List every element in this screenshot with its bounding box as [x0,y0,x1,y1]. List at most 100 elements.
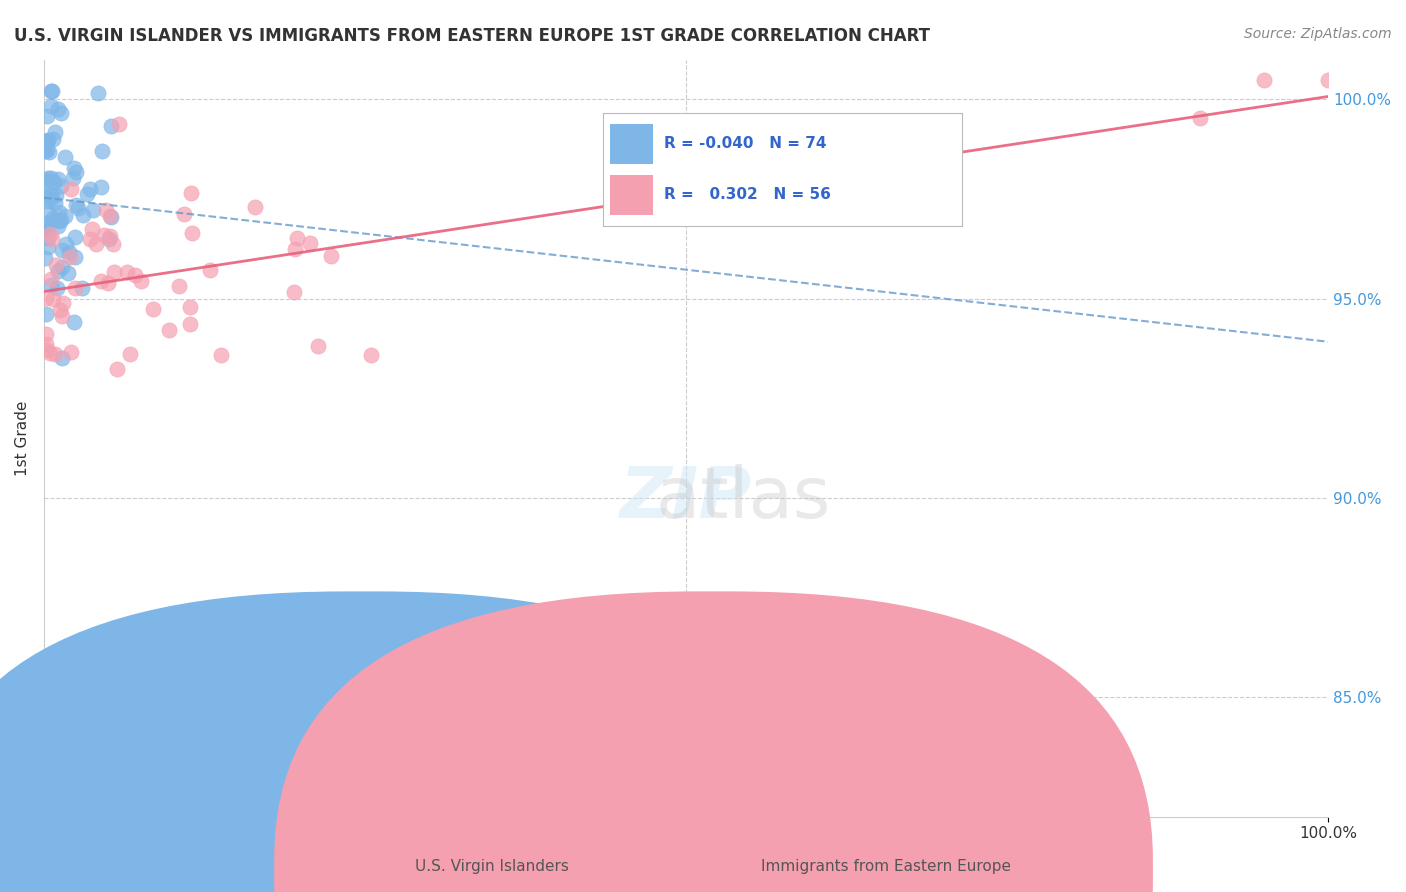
Point [41,85,63,99]
Point [65,229,87,244]
Point [51,351,73,365]
Point [90,274,112,288]
Point [100,210,122,224]
Point [35,343,58,357]
Point [34,137,56,152]
Point [76,186,98,201]
Point [82,202,104,217]
Point [321,249,343,263]
Point [283,285,305,299]
Point [39,171,62,186]
Point [53,150,76,164]
Point [115,265,138,279]
Point [42,131,65,145]
Text: U.S. VIRGIN ISLANDER VS IMMIGRANTS FROM EASTERN EUROPE 1ST GRADE CORRELATION CHA: U.S. VIRGIN ISLANDER VS IMMIGRANTS FROM … [14,27,929,45]
Point [179,300,201,314]
Point [44,175,66,189]
Point [34,223,56,237]
Point [94,202,117,217]
Point [307,339,329,353]
Point [46,172,69,186]
Point [157,323,180,337]
Point [1253,72,1275,87]
Point [34,307,56,321]
Point [35,327,58,342]
Point [35,109,58,123]
Point [34,252,56,266]
Point [72,208,94,222]
Point [38,193,60,207]
Point [44,213,66,227]
Point [37,170,59,185]
Point [82,221,104,235]
Point [1317,72,1340,87]
Point [198,263,221,277]
Point [167,279,190,293]
Point [45,258,67,272]
Text: Immigrants from Eastern Europe: Immigrants from Eastern Europe [761,859,1011,874]
Point [103,265,125,279]
Point [97,276,120,290]
Point [65,281,87,295]
Point [37,194,59,209]
Point [79,232,101,246]
Point [181,226,204,240]
Point [129,273,152,287]
Point [58,245,80,260]
Point [299,236,322,251]
Point [84,237,107,252]
Point [37,172,59,186]
Point [179,318,201,332]
Point [284,242,307,256]
Point [108,116,131,130]
Point [37,231,59,245]
Point [59,345,82,359]
Point [67,201,90,215]
Point [51,310,73,324]
Point [120,347,142,361]
Point [87,86,110,100]
Point [60,182,83,196]
Point [34,220,56,235]
Point [35,291,58,305]
Point [51,260,73,275]
Point [38,227,60,241]
Point [46,263,69,277]
Point [35,337,58,351]
Point [46,102,69,116]
Point [1188,111,1211,125]
Point [34,144,56,158]
Y-axis label: 1st Grade: 1st Grade [15,401,30,475]
Point [49,303,72,318]
Point [48,205,70,219]
Point [180,186,202,201]
Point [39,272,62,286]
Point [51,178,73,193]
Point [62,314,84,328]
Point [62,171,84,186]
Point [37,240,59,254]
Point [90,179,112,194]
Point [65,165,87,179]
Point [51,243,73,257]
Point [37,222,59,236]
Point [98,229,121,244]
Point [245,200,267,214]
Point [51,212,73,227]
Point [34,174,56,188]
Point [53,209,76,223]
Point [65,198,87,212]
Point [41,211,63,225]
Point [44,347,66,361]
Point [142,301,165,316]
Point [173,207,195,221]
Point [51,106,73,120]
Point [35,143,58,157]
Point [39,99,62,113]
Point [100,120,122,134]
Point [48,214,70,228]
Point [44,195,66,210]
Point [39,277,62,292]
Point [90,144,112,158]
Point [70,280,93,294]
